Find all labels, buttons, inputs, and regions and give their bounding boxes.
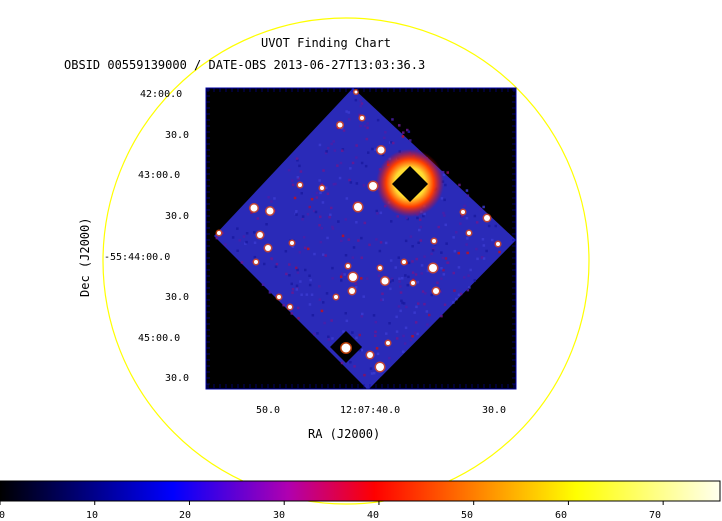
star bbox=[337, 122, 343, 128]
star bbox=[377, 146, 385, 154]
colorbar-tick-label: 50 bbox=[460, 510, 474, 521]
star bbox=[320, 186, 324, 190]
star bbox=[461, 210, 465, 214]
colorbar-tick-label: 0 bbox=[0, 510, 6, 521]
x-tick-label: 30.0 bbox=[482, 405, 507, 416]
star bbox=[402, 260, 406, 264]
star bbox=[288, 305, 292, 309]
star bbox=[298, 183, 302, 187]
colorbar bbox=[0, 480, 721, 502]
y-tick-label: 30.0 bbox=[165, 211, 190, 222]
exposure-field bbox=[214, 88, 516, 389]
colorbar-tick-label: 70 bbox=[648, 510, 662, 521]
colorbar-tick-label: 60 bbox=[554, 510, 568, 521]
star bbox=[381, 277, 389, 285]
star bbox=[432, 239, 436, 243]
star bbox=[257, 232, 263, 238]
frame-ticks bbox=[206, 88, 516, 388]
y-tick-label: 43:00.0 bbox=[138, 170, 181, 181]
star bbox=[386, 341, 390, 345]
star bbox=[354, 90, 358, 94]
x-tick-label: 12:07:40.0 bbox=[340, 405, 401, 416]
colorbar-tick-label: 10 bbox=[85, 510, 99, 521]
star bbox=[250, 204, 258, 212]
star bbox=[354, 203, 362, 211]
star bbox=[376, 363, 384, 371]
stars bbox=[215, 89, 502, 373]
chart-title: UVOT Finding Chart bbox=[260, 36, 392, 50]
y-tick-label: 30.0 bbox=[165, 292, 190, 303]
colorbar-tick-label: 30 bbox=[272, 510, 286, 521]
y-tick-label: 45:00.0 bbox=[138, 333, 181, 344]
star bbox=[346, 264, 350, 268]
star bbox=[433, 288, 439, 294]
star bbox=[349, 288, 355, 294]
star bbox=[467, 231, 471, 235]
bright-star-mask bbox=[392, 166, 428, 202]
star bbox=[378, 266, 382, 270]
star bbox=[369, 182, 377, 190]
colorbar-ticks bbox=[0, 501, 664, 505]
colorbar-tick-label: 20 bbox=[178, 510, 192, 521]
star bbox=[349, 273, 357, 281]
y-tick-label: 30.0 bbox=[165, 130, 190, 141]
y-tick-label: -55:44:00.0 bbox=[104, 252, 171, 263]
x-tick-label: 50.0 bbox=[256, 405, 281, 416]
star bbox=[496, 242, 500, 246]
field-of-view-circle bbox=[102, 17, 590, 505]
star bbox=[217, 231, 221, 235]
image-frame bbox=[205, 87, 517, 390]
star bbox=[411, 281, 415, 285]
star bbox=[290, 241, 294, 245]
star bbox=[334, 295, 338, 299]
star bbox=[254, 260, 258, 264]
star bbox=[277, 295, 281, 299]
star bbox=[360, 116, 364, 120]
star bbox=[265, 245, 271, 251]
star bbox=[341, 343, 351, 353]
star bbox=[266, 207, 274, 215]
colorbar-tick-label: 40 bbox=[366, 510, 380, 521]
x-axis-label: RA (J2000) bbox=[308, 427, 381, 441]
y-tick-label: 30.0 bbox=[165, 373, 190, 384]
y-axis-label: Dec (J2000) bbox=[78, 217, 92, 297]
y-tick-label: 42:00.0 bbox=[140, 89, 183, 100]
star bbox=[429, 264, 437, 272]
star bbox=[484, 215, 490, 221]
chart-subtitle: OBSID 00559139000 / DATE-OBS 2013-06-27T… bbox=[64, 58, 426, 72]
star bbox=[367, 352, 373, 358]
